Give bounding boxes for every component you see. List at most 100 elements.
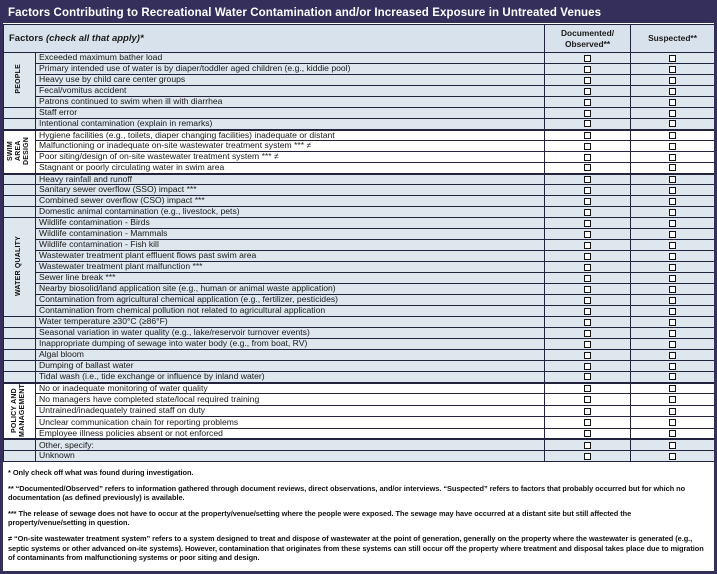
documented-checkbox[interactable] bbox=[584, 87, 592, 95]
documented-checkbox[interactable] bbox=[584, 76, 592, 84]
suspected-checkbox[interactable] bbox=[669, 219, 677, 227]
suspected-checkbox[interactable] bbox=[669, 362, 677, 370]
documented-checkbox[interactable] bbox=[584, 419, 592, 427]
documented-checkbox[interactable] bbox=[584, 351, 592, 359]
documented-checkbox[interactable] bbox=[584, 452, 592, 460]
documented-checkbox[interactable] bbox=[584, 430, 592, 438]
suspected-checkbox[interactable] bbox=[669, 153, 677, 161]
documented-checkbox[interactable] bbox=[584, 120, 592, 128]
documented-checkbox[interactable] bbox=[584, 109, 592, 117]
documented-checkbox[interactable] bbox=[584, 307, 592, 315]
documented-checkbox[interactable] bbox=[584, 362, 592, 370]
documented-checkbox[interactable] bbox=[584, 263, 592, 271]
suspected-checkbox[interactable] bbox=[669, 98, 677, 106]
suspected-checkbox[interactable] bbox=[669, 285, 677, 293]
suspected-checkbox[interactable] bbox=[669, 441, 677, 449]
factor-label: Dumping of ballast water bbox=[34, 360, 546, 372]
documented-checkbox[interactable] bbox=[584, 164, 592, 172]
suspected-checkbox[interactable] bbox=[669, 351, 677, 359]
documented-checkbox[interactable] bbox=[584, 396, 592, 404]
suspected-checkbox[interactable] bbox=[669, 307, 677, 315]
documented-checkbox[interactable] bbox=[584, 285, 592, 293]
documented-checkbox[interactable] bbox=[584, 219, 592, 227]
documented-checkbox[interactable] bbox=[584, 186, 592, 194]
documented-checkbox[interactable] bbox=[584, 329, 592, 337]
factor-label: Exceeded maximum bather load bbox=[34, 52, 546, 64]
table-row: Employee illness policies absent or not … bbox=[4, 427, 714, 440]
suspected-checkbox[interactable] bbox=[669, 430, 677, 438]
documented-checkbox[interactable] bbox=[584, 208, 592, 216]
suspected-checkbox[interactable] bbox=[669, 274, 677, 282]
suspected-checkbox[interactable] bbox=[669, 120, 677, 128]
documented-checkbox[interactable] bbox=[584, 252, 592, 260]
documented-checkbox[interactable] bbox=[584, 407, 592, 415]
suspected-checkbox[interactable] bbox=[669, 241, 677, 249]
factor-label: Algal bloom bbox=[34, 349, 546, 361]
suspected-checkbox[interactable] bbox=[669, 373, 677, 381]
suspected-checkbox[interactable] bbox=[669, 318, 677, 326]
documented-checkbox[interactable] bbox=[584, 142, 592, 150]
table-row: Wastewater treatment plant effluent flow… bbox=[4, 250, 714, 262]
suspected-checkbox[interactable] bbox=[669, 419, 677, 427]
table-row: WATER QUALITY Wildlife contamination - B… bbox=[3, 217, 714, 317]
suspected-checkbox[interactable] bbox=[669, 65, 677, 73]
table-row: Sanitary sewer overflow (SSO) impact *** bbox=[3, 184, 714, 196]
factor-label: Wastewater treatment plant effluent flow… bbox=[34, 250, 546, 262]
suspected-checkbox[interactable] bbox=[669, 252, 677, 260]
documented-checkbox[interactable] bbox=[584, 175, 592, 183]
documented-checkbox[interactable] bbox=[584, 54, 592, 62]
table-row: Seasonal variation in water quality (e.g… bbox=[3, 327, 714, 339]
factor-label: Water temperature ≥30°C (≥86°F) bbox=[34, 316, 546, 328]
suspected-checkbox[interactable] bbox=[669, 87, 677, 95]
suspected-checkbox[interactable] bbox=[669, 76, 677, 84]
documented-checkbox[interactable] bbox=[584, 340, 592, 348]
suspected-checkbox[interactable] bbox=[669, 131, 677, 139]
documented-checkbox[interactable] bbox=[584, 131, 592, 139]
factor-label: Wildlife contamination - Birds bbox=[34, 217, 546, 229]
table-row: Combined sewer overflow (CSO) impact *** bbox=[3, 195, 714, 207]
documented-checkbox[interactable] bbox=[584, 274, 592, 282]
suspected-checkbox[interactable] bbox=[669, 186, 677, 194]
documented-checkbox[interactable] bbox=[584, 385, 592, 393]
suspected-checkbox[interactable] bbox=[669, 164, 677, 172]
suspected-checkbox[interactable] bbox=[669, 109, 677, 117]
documented-checkbox[interactable] bbox=[584, 373, 592, 381]
suspected-checkbox[interactable] bbox=[669, 340, 677, 348]
factor-label: Seasonal variation in water quality (e.g… bbox=[34, 327, 546, 339]
documented-checkbox[interactable] bbox=[584, 318, 592, 326]
suspected-checkbox[interactable] bbox=[669, 263, 677, 271]
suspected-checkbox[interactable] bbox=[669, 396, 677, 404]
documented-checkbox[interactable] bbox=[584, 98, 592, 106]
suspected-checkbox[interactable] bbox=[669, 452, 677, 460]
footnotes-section: * Only check off what was found during i… bbox=[3, 462, 714, 563]
suspected-checkbox[interactable] bbox=[669, 296, 677, 304]
documented-checkbox[interactable] bbox=[584, 153, 592, 161]
factor-label: Wildlife contamination - Fish kill bbox=[34, 239, 546, 251]
documented-checkbox[interactable] bbox=[584, 230, 592, 238]
documented-checkbox[interactable] bbox=[584, 441, 592, 449]
group-label-empty bbox=[3, 449, 36, 462]
suspected-checkbox[interactable] bbox=[669, 208, 677, 216]
suspected-checkbox[interactable] bbox=[669, 407, 677, 415]
documented-checkbox[interactable] bbox=[584, 241, 592, 249]
table-row: Water temperature ≥30°C (≥86°F) bbox=[3, 316, 714, 328]
group-label-empty bbox=[3, 107, 36, 119]
table-row: Algal bloom bbox=[3, 349, 714, 361]
documented-checkbox[interactable] bbox=[584, 197, 592, 205]
suspected-checkbox[interactable] bbox=[669, 142, 677, 150]
suspected-checkbox[interactable] bbox=[669, 54, 677, 62]
suspected-checkbox[interactable] bbox=[669, 385, 677, 393]
documented-checkbox[interactable] bbox=[584, 296, 592, 304]
suspected-checkbox[interactable] bbox=[669, 230, 677, 238]
factor-label: Wastewater treatment plant malfunction *… bbox=[34, 261, 546, 273]
suspected-checkbox[interactable] bbox=[669, 329, 677, 337]
factor-label: No or inadequate monitoring of water qua… bbox=[34, 381, 546, 395]
factor-label: Contamination from chemical pollution no… bbox=[34, 305, 546, 317]
group-label-empty bbox=[3, 360, 36, 372]
suspected-checkbox[interactable] bbox=[669, 175, 677, 183]
documented-checkbox[interactable] bbox=[584, 65, 592, 73]
suspected-checkbox[interactable] bbox=[669, 197, 677, 205]
group-label-empty bbox=[3, 118, 36, 130]
group-label-people: PEOPLE bbox=[3, 52, 36, 108]
